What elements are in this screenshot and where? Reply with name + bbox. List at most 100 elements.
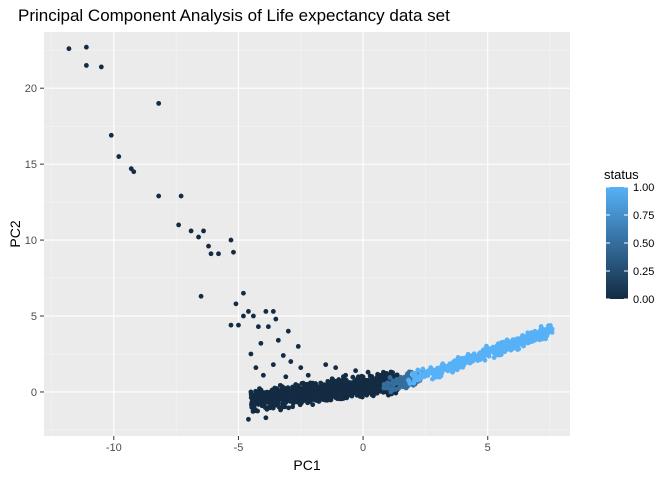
- legend-colorbar: [606, 187, 628, 299]
- data-point: [265, 324, 271, 330]
- data-point: [471, 351, 477, 357]
- data-point: [400, 377, 406, 383]
- data-point: [265, 400, 271, 405]
- data-point: [508, 344, 514, 349]
- data-point: [428, 365, 434, 370]
- data-point: [326, 385, 332, 391]
- data-point: [270, 362, 276, 368]
- data-point: [516, 336, 522, 342]
- data-point: [323, 362, 329, 368]
- data-point: [248, 392, 254, 397]
- data-point: [413, 377, 418, 383]
- data-point: [298, 365, 304, 371]
- data-point: [547, 327, 553, 333]
- data-point: [359, 394, 365, 400]
- data-point: [260, 372, 266, 378]
- data-point: [287, 392, 293, 397]
- data-point: [359, 381, 365, 387]
- data-point: [350, 374, 356, 380]
- data-point: [260, 403, 266, 409]
- data-point: [108, 132, 114, 138]
- data-point: [509, 340, 515, 346]
- data-point: [66, 46, 72, 52]
- data-point: [396, 385, 402, 391]
- data-point: [501, 339, 507, 345]
- x-axis-title: PC1: [293, 457, 320, 473]
- data-point: [444, 367, 449, 373]
- data-point: [479, 353, 484, 359]
- y-tick-label: 10: [25, 235, 37, 247]
- data-point: [201, 228, 206, 234]
- data-point: [318, 380, 324, 386]
- data-point: [531, 334, 536, 340]
- data-point: [406, 378, 412, 384]
- data-point: [460, 364, 466, 370]
- data-point: [495, 341, 501, 346]
- data-point: [523, 334, 529, 339]
- data-point: [323, 390, 329, 396]
- data-point: [355, 376, 360, 382]
- data-point: [255, 394, 261, 400]
- data-point: [317, 391, 323, 397]
- data-point: [241, 290, 246, 296]
- data-point: [359, 387, 365, 393]
- data-points: [66, 44, 555, 422]
- data-point: [313, 387, 319, 392]
- y-axis-title: PC2: [7, 220, 23, 247]
- data-point: [376, 386, 381, 392]
- data-point: [263, 415, 269, 421]
- data-point: [354, 391, 359, 397]
- data-point: [305, 372, 311, 378]
- data-point: [188, 228, 194, 234]
- data-point: [538, 324, 544, 329]
- data-point: [346, 384, 352, 390]
- data-point: [131, 169, 137, 175]
- data-point: [285, 328, 291, 334]
- data-point: [498, 349, 504, 355]
- data-point: [525, 330, 531, 336]
- data-point: [548, 323, 553, 328]
- data-point: [338, 379, 343, 384]
- data-point: [383, 375, 389, 381]
- data-point: [333, 365, 339, 371]
- data-point: [83, 44, 89, 50]
- data-point: [283, 400, 289, 406]
- data-point: [253, 365, 259, 371]
- data-point: [465, 351, 471, 357]
- data-point: [351, 381, 357, 387]
- data-point: [156, 100, 162, 106]
- data-point: [336, 388, 342, 394]
- data-point: [277, 382, 283, 388]
- data-point: [263, 309, 269, 314]
- data-point: [250, 400, 256, 406]
- data-point: [83, 63, 89, 68]
- data-point: [521, 343, 526, 349]
- data-point: [283, 374, 289, 380]
- data-point: [248, 351, 254, 357]
- data-point: [364, 383, 370, 388]
- data-point: [331, 389, 337, 394]
- data-point: [273, 394, 279, 400]
- data-point: [305, 386, 311, 392]
- legend-label: 1.00: [633, 182, 654, 194]
- data-point: [421, 372, 427, 378]
- data-point: [540, 328, 546, 334]
- data-point: [455, 361, 461, 367]
- legend-label: 0.00: [633, 294, 654, 306]
- data-point: [216, 251, 221, 257]
- data-point: [392, 381, 398, 386]
- plot-panel: [44, 32, 570, 436]
- data-point: [530, 338, 536, 344]
- data-point: [241, 313, 246, 319]
- legend-label: 0.75: [633, 210, 654, 222]
- data-point: [449, 367, 455, 373]
- data-point: [360, 377, 366, 383]
- data-point: [208, 251, 214, 257]
- data-point: [486, 353, 492, 359]
- data-point: [383, 385, 389, 391]
- data-point: [286, 405, 291, 411]
- data-point: [436, 368, 442, 374]
- data-point: [355, 385, 361, 391]
- data-point: [295, 393, 301, 399]
- data-point: [381, 381, 387, 387]
